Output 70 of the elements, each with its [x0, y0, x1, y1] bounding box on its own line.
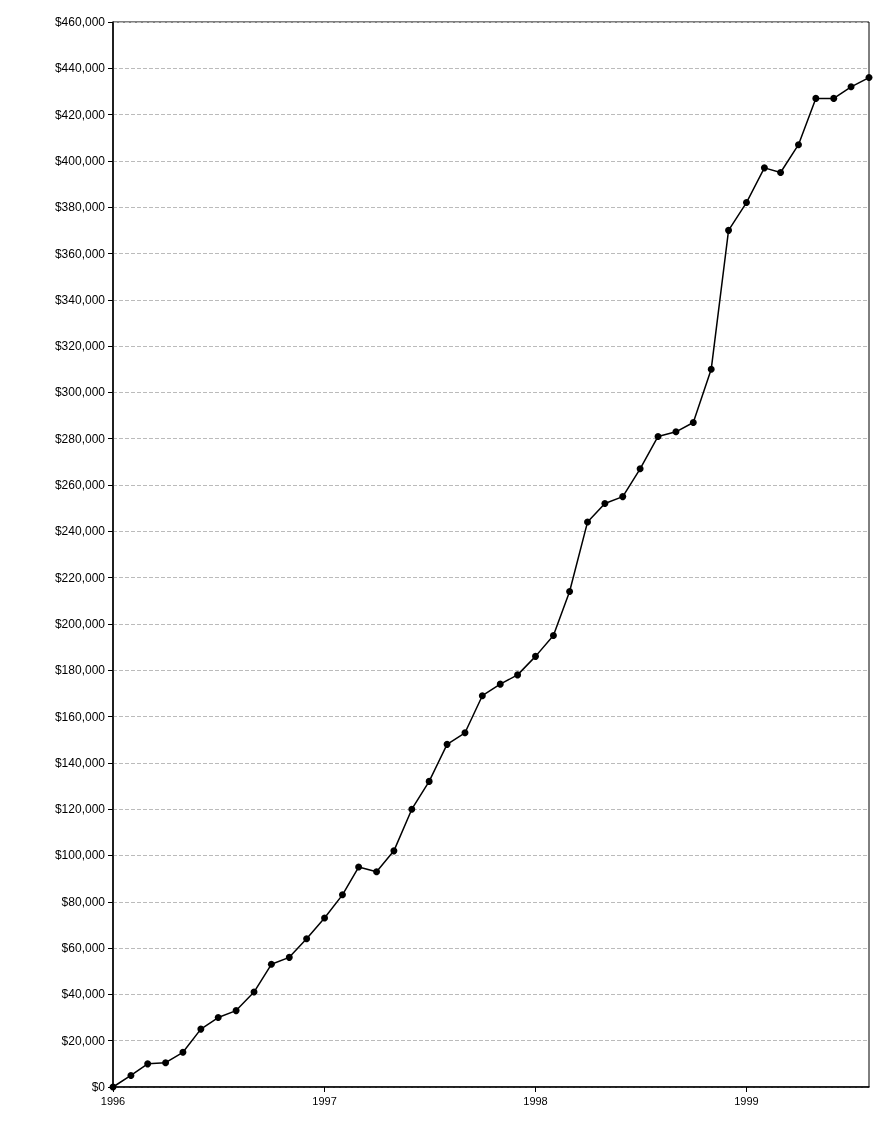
point	[496, 680, 504, 688]
point	[443, 740, 451, 748]
point	[214, 1014, 222, 1022]
x-tick-label: 1996	[100, 1094, 126, 1107]
point	[373, 868, 381, 876]
point	[338, 891, 346, 899]
y-tick-label: $200,000	[54, 616, 106, 631]
point	[461, 729, 469, 737]
y-tick-label: $420,000	[54, 107, 106, 122]
point	[127, 1071, 135, 1079]
point	[408, 805, 416, 813]
point	[725, 226, 733, 234]
point	[865, 74, 873, 82]
point	[355, 863, 363, 871]
y-tick-label: $340,000	[54, 292, 106, 307]
y-tick-label: $100,000	[54, 848, 106, 863]
point	[425, 777, 433, 785]
x-tick-label: 1998	[523, 1094, 548, 1107]
point	[672, 428, 680, 436]
point	[619, 493, 627, 501]
point	[197, 1025, 205, 1033]
y-tick-label: $80,000	[61, 894, 106, 909]
point	[162, 1059, 170, 1067]
point	[267, 960, 275, 968]
x-tick-label: 1999	[734, 1094, 759, 1107]
point	[847, 83, 855, 91]
point	[760, 164, 768, 172]
point	[514, 671, 522, 679]
point	[285, 953, 293, 961]
point	[549, 632, 557, 640]
point	[654, 432, 662, 440]
y-tick-label: $20,000	[61, 1033, 106, 1048]
y-tick-label: $380,000	[54, 200, 106, 215]
point	[812, 94, 820, 102]
y-tick-label: $40,000	[61, 987, 106, 1002]
y-tick-label: $0	[91, 1080, 106, 1094]
point	[566, 588, 574, 596]
y-tick-label: $300,000	[54, 385, 106, 400]
y-tick-label: $160,000	[54, 709, 106, 724]
point	[689, 419, 697, 427]
point	[232, 1007, 240, 1015]
y-tick-label: $260,000	[54, 478, 106, 493]
point	[179, 1048, 187, 1056]
y-tick-label: $180,000	[54, 663, 106, 678]
point	[636, 465, 644, 473]
point	[390, 847, 398, 855]
y-tick-label: $120,000	[54, 802, 106, 817]
point	[321, 914, 329, 922]
point	[830, 94, 838, 102]
y-tick-label: $320,000	[54, 339, 106, 354]
y-tick-label: $440,000	[54, 61, 106, 76]
point	[478, 692, 486, 700]
y-tick-label: $140,000	[54, 755, 106, 770]
point	[601, 500, 609, 508]
x-tick-label: 1997	[312, 1094, 337, 1107]
point	[777, 168, 785, 176]
y-tick-label: $360,000	[54, 246, 106, 261]
y-tick-label: $460,000	[54, 15, 106, 29]
y-tick-label: $240,000	[54, 524, 106, 539]
y-tick-label: $400,000	[54, 153, 106, 168]
y-tick-label: $220,000	[54, 570, 106, 585]
y-tick-label: $280,000	[54, 431, 106, 446]
point	[707, 365, 715, 373]
point	[794, 141, 802, 149]
point	[144, 1060, 152, 1068]
point	[584, 518, 592, 526]
point	[303, 935, 311, 943]
point	[742, 199, 750, 207]
point	[532, 652, 539, 660]
y-tick-label: $60,000	[61, 941, 106, 956]
